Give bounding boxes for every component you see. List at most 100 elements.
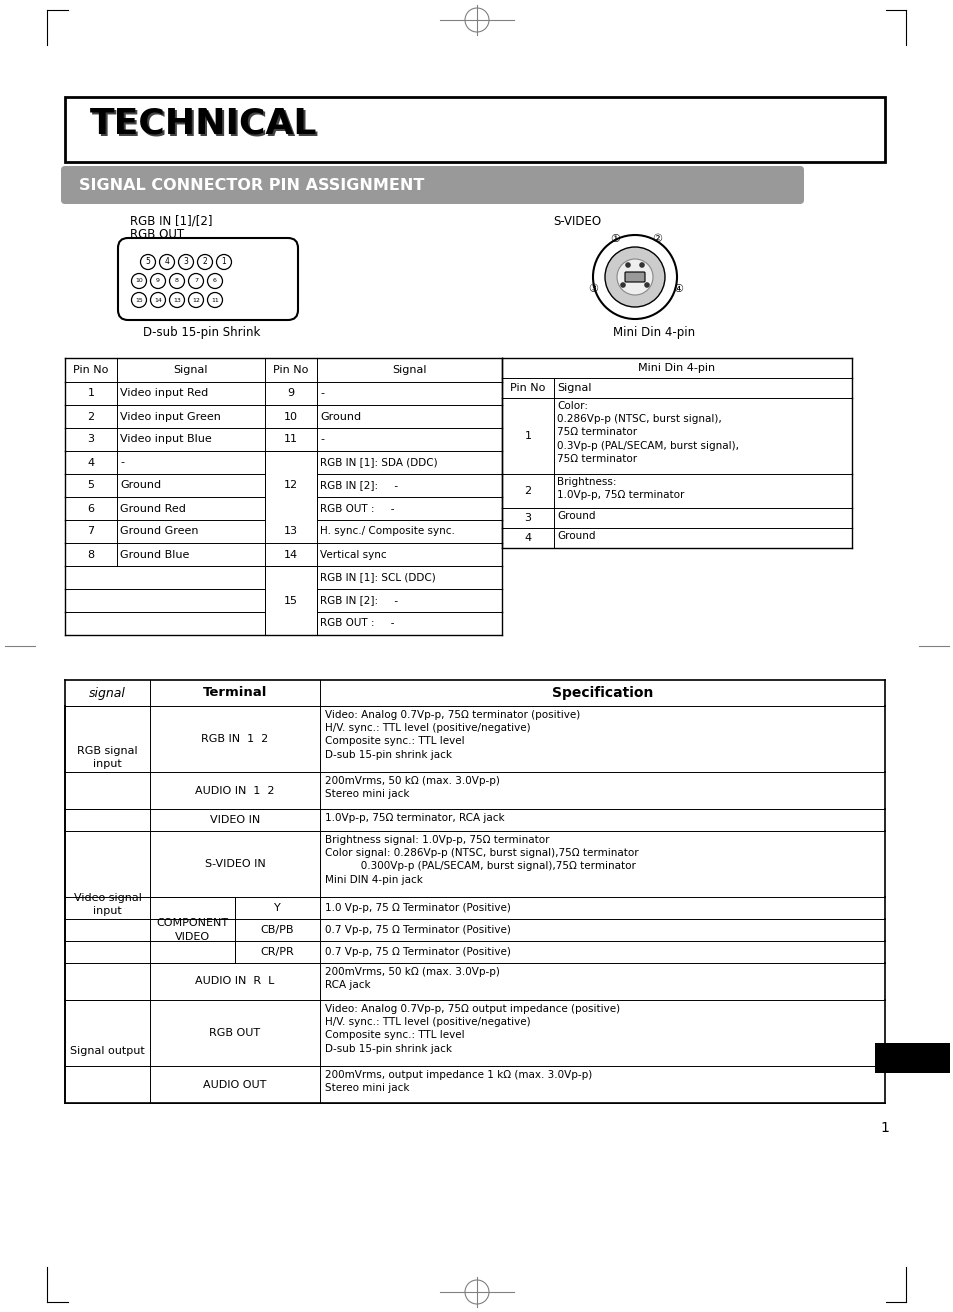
Text: RGB IN  1  2: RGB IN 1 2: [201, 733, 269, 744]
Text: RGB OUT: RGB OUT: [210, 1029, 260, 1038]
Text: 3: 3: [524, 513, 531, 523]
Text: 5: 5: [88, 480, 94, 491]
Text: 13: 13: [172, 298, 181, 303]
Text: ③: ③: [587, 283, 598, 294]
Text: Ground Green: Ground Green: [120, 526, 198, 537]
Text: Pin No: Pin No: [73, 365, 109, 375]
Text: RGB IN [2]:     -: RGB IN [2]: -: [319, 480, 397, 491]
Text: Terminal: Terminal: [203, 686, 267, 699]
FancyBboxPatch shape: [61, 167, 803, 203]
Text: Specification: Specification: [551, 686, 653, 701]
Text: ②: ②: [651, 234, 661, 244]
Circle shape: [619, 282, 625, 287]
Text: 1: 1: [88, 388, 94, 399]
Text: 1: 1: [524, 432, 531, 441]
Text: Color:
0.286Vp-p (NTSC, burst signal),
75Ω terminator
0.3Vp-p (PAL/SECAM, burst : Color: 0.286Vp-p (NTSC, burst signal), 7…: [557, 401, 739, 464]
Text: RGB OUT :     -: RGB OUT : -: [319, 504, 395, 513]
Text: RGB IN [1]: SCL (DDC): RGB IN [1]: SCL (DDC): [319, 572, 436, 583]
Text: Vertical sync: Vertical sync: [319, 550, 386, 559]
Text: Y: Y: [274, 903, 280, 913]
Text: 14: 14: [284, 550, 297, 559]
Text: Mini Din 4-pin: Mini Din 4-pin: [638, 363, 715, 373]
Text: RGB OUT: RGB OUT: [130, 228, 184, 241]
Circle shape: [643, 282, 649, 287]
Text: Video input Blue: Video input Blue: [120, 434, 212, 445]
Text: 4: 4: [88, 458, 94, 467]
Text: Ground: Ground: [319, 412, 361, 421]
Text: Pin No: Pin No: [510, 383, 545, 394]
Text: Ground Red: Ground Red: [120, 504, 186, 513]
Text: Signal output: Signal output: [71, 1047, 145, 1056]
Text: 15: 15: [135, 298, 143, 303]
Text: -: -: [319, 434, 324, 445]
Text: 0.7 Vp-p, 75 Ω Terminator (Positive): 0.7 Vp-p, 75 Ω Terminator (Positive): [325, 947, 511, 956]
Text: 12: 12: [284, 480, 297, 491]
Text: 11: 11: [211, 298, 218, 303]
Text: AUDIO OUT: AUDIO OUT: [203, 1080, 267, 1089]
Text: 1.0 Vp-p, 75 Ω Terminator (Positive): 1.0 Vp-p, 75 Ω Terminator (Positive): [325, 903, 511, 913]
Text: 2: 2: [524, 485, 531, 496]
Circle shape: [624, 262, 630, 268]
Text: 13: 13: [284, 526, 297, 537]
Text: -: -: [120, 458, 124, 467]
Text: 7: 7: [193, 278, 198, 283]
Text: RGB signal
input: RGB signal input: [77, 747, 137, 769]
Text: 7: 7: [88, 526, 94, 537]
Text: ④: ④: [672, 283, 682, 294]
Text: 200mVrms, output impedance 1 kΩ (max. 3.0Vp-p)
Stereo mini jack: 200mVrms, output impedance 1 kΩ (max. 3.…: [325, 1071, 592, 1093]
Text: 0.7 Vp-p, 75 Ω Terminator (Positive): 0.7 Vp-p, 75 Ω Terminator (Positive): [325, 925, 511, 935]
Text: 9: 9: [287, 388, 294, 399]
Text: 3: 3: [88, 434, 94, 445]
Text: AUDIO IN  1  2: AUDIO IN 1 2: [195, 786, 274, 795]
Text: 2: 2: [88, 412, 94, 421]
Text: 10: 10: [135, 278, 143, 283]
Text: CB/PB: CB/PB: [260, 925, 294, 935]
Text: 4: 4: [524, 533, 531, 543]
Text: 2: 2: [202, 257, 207, 266]
Text: 200mVrms, 50 kΩ (max. 3.0Vp-p)
RCA jack: 200mVrms, 50 kΩ (max. 3.0Vp-p) RCA jack: [325, 967, 499, 991]
Text: Video input Green: Video input Green: [120, 412, 221, 421]
Text: CR/PR: CR/PR: [260, 947, 294, 956]
Text: AUDIO IN  R  L: AUDIO IN R L: [195, 976, 274, 987]
Text: TECHNICAL: TECHNICAL: [90, 108, 317, 140]
FancyBboxPatch shape: [65, 97, 884, 161]
Text: 200mVrms, 50 kΩ (max. 3.0Vp-p)
Stereo mini jack: 200mVrms, 50 kΩ (max. 3.0Vp-p) Stereo mi…: [325, 775, 499, 799]
Text: 12: 12: [192, 298, 200, 303]
Text: Ground: Ground: [120, 480, 161, 491]
Text: TECHNICAL: TECHNICAL: [91, 109, 319, 143]
Text: RGB IN [1]: SDA (DDC): RGB IN [1]: SDA (DDC): [319, 458, 437, 467]
Text: Ground Blue: Ground Blue: [120, 550, 190, 559]
FancyBboxPatch shape: [874, 1043, 949, 1073]
Text: Video input Red: Video input Red: [120, 388, 208, 399]
Text: 11: 11: [284, 434, 297, 445]
FancyBboxPatch shape: [118, 237, 297, 320]
Text: RGB IN [2]:     -: RGB IN [2]: -: [319, 596, 397, 606]
Text: 8: 8: [175, 278, 179, 283]
Text: Brightness signal: 1.0Vp-p, 75Ω terminator
Color signal: 0.286Vp-p (NTSC, burst : Brightness signal: 1.0Vp-p, 75Ω terminat…: [325, 834, 638, 884]
Text: 14: 14: [153, 298, 162, 303]
Text: SIGNAL CONNECTOR PIN ASSIGNMENT: SIGNAL CONNECTOR PIN ASSIGNMENT: [79, 177, 424, 193]
Text: VIDEO IN: VIDEO IN: [210, 815, 260, 825]
Text: 6: 6: [213, 278, 216, 283]
Circle shape: [639, 262, 644, 268]
FancyBboxPatch shape: [624, 272, 644, 282]
Text: Ground: Ground: [557, 531, 595, 541]
Text: Video: Analog 0.7Vp-p, 75Ω output impedance (positive)
H/V. sync.: TTL level (po: Video: Analog 0.7Vp-p, 75Ω output impeda…: [325, 1004, 619, 1054]
Text: RGB OUT :     -: RGB OUT : -: [319, 618, 395, 628]
Text: 4: 4: [164, 257, 170, 266]
Text: signal: signal: [89, 686, 126, 699]
Text: Pin No: Pin No: [273, 365, 309, 375]
Text: 1: 1: [879, 1120, 888, 1135]
Text: 10: 10: [284, 412, 297, 421]
Text: Brightness:
1.0Vp-p, 75Ω terminator: Brightness: 1.0Vp-p, 75Ω terminator: [557, 478, 683, 500]
Text: Signal: Signal: [557, 383, 591, 394]
Text: 1.0Vp-p, 75Ω terminator, RCA jack: 1.0Vp-p, 75Ω terminator, RCA jack: [325, 813, 504, 823]
Text: 9: 9: [156, 278, 160, 283]
Text: 15: 15: [284, 596, 297, 606]
Text: Ground: Ground: [557, 510, 595, 521]
Text: Signal: Signal: [392, 365, 426, 375]
Text: RGB IN [1]/[2]: RGB IN [1]/[2]: [130, 215, 213, 228]
Text: COMPONENT
VIDEO: COMPONENT VIDEO: [156, 918, 229, 942]
Text: Mini Din 4-pin: Mini Din 4-pin: [613, 325, 695, 338]
Text: 5: 5: [146, 257, 151, 266]
